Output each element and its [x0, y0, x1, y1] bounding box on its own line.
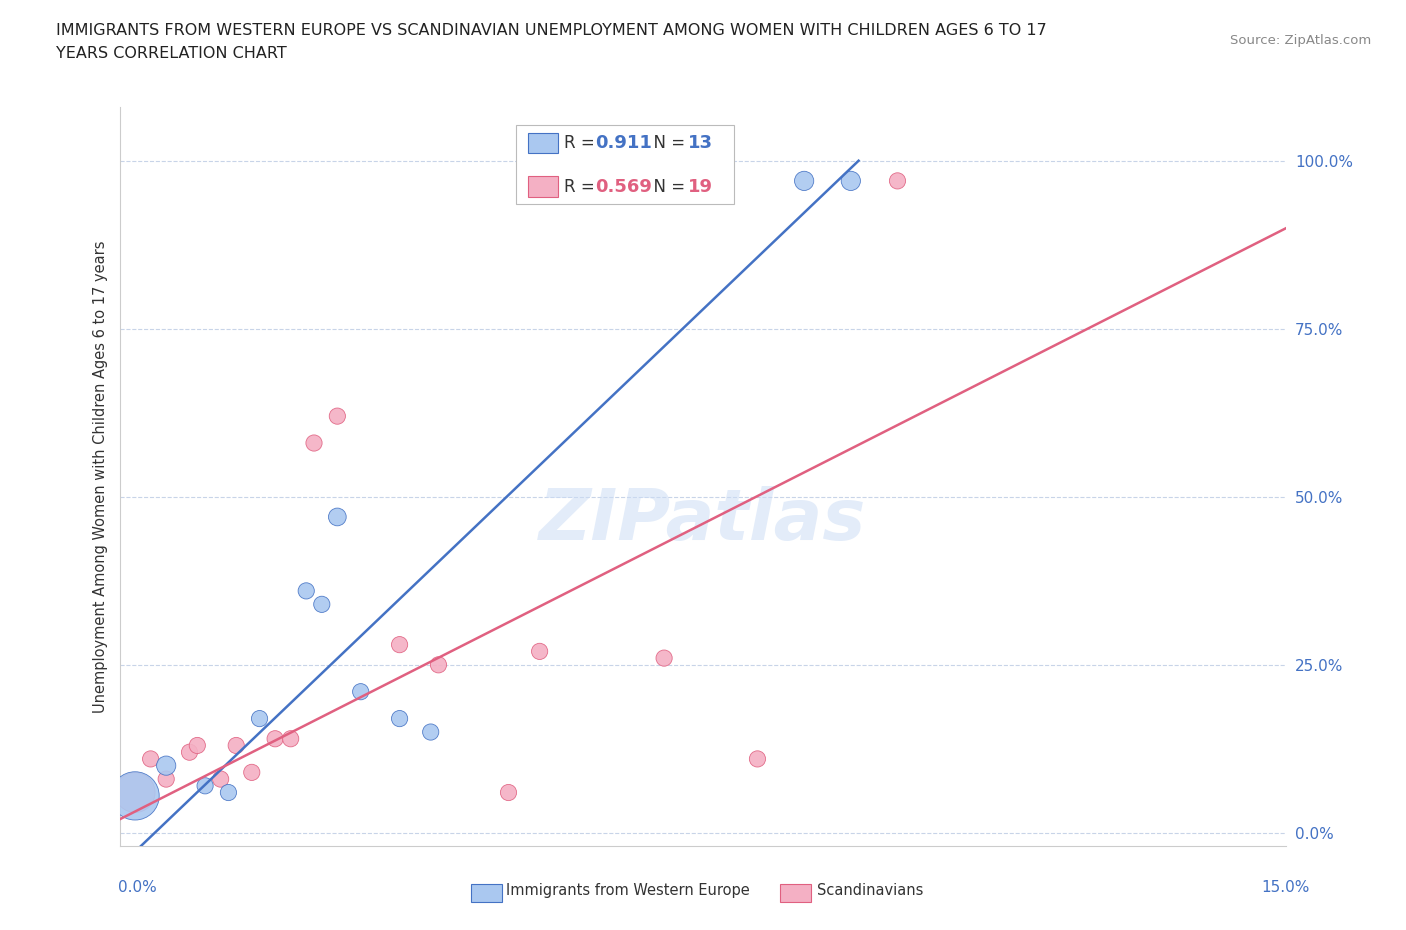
Point [886, 173, 908, 188]
Point [529, 644, 551, 658]
Point [124, 789, 146, 804]
Point [839, 173, 862, 188]
Text: 0.911: 0.911 [595, 134, 652, 153]
Point [124, 785, 146, 800]
Point [280, 731, 302, 746]
Point [155, 758, 177, 773]
Point [326, 510, 349, 525]
Point [652, 651, 675, 666]
Text: ZIPatlas: ZIPatlas [540, 486, 866, 555]
Text: 0.0%: 0.0% [118, 880, 157, 895]
Point [295, 583, 318, 598]
Text: N =: N = [643, 134, 690, 153]
Point [326, 408, 349, 423]
Text: N =: N = [643, 178, 690, 195]
Point [419, 724, 441, 739]
Text: R =: R = [564, 134, 600, 153]
Y-axis label: Unemployment Among Women with Children Ages 6 to 17 years: Unemployment Among Women with Children A… [93, 240, 108, 713]
Text: 13: 13 [688, 134, 713, 153]
Text: Scandinavians: Scandinavians [817, 884, 924, 898]
Point [793, 173, 815, 188]
Point [225, 738, 247, 753]
Point [155, 772, 177, 787]
Point [240, 764, 263, 779]
Point [139, 751, 162, 766]
Point [217, 785, 239, 800]
Text: R =: R = [564, 178, 600, 195]
Point [311, 597, 333, 612]
Point [388, 637, 411, 652]
Point [186, 738, 208, 753]
Text: 19: 19 [688, 178, 713, 195]
Text: 15.0%: 15.0% [1261, 880, 1310, 895]
Point [747, 751, 769, 766]
Text: Source: ZipAtlas.com: Source: ZipAtlas.com [1230, 34, 1371, 47]
Point [350, 684, 373, 699]
Point [179, 745, 201, 760]
Text: 0.569: 0.569 [595, 178, 652, 195]
Point [427, 658, 450, 672]
Point [388, 711, 411, 726]
Text: YEARS CORRELATION CHART: YEARS CORRELATION CHART [56, 46, 287, 61]
Point [249, 711, 271, 726]
Point [194, 778, 217, 793]
Point [302, 435, 325, 450]
Text: Immigrants from Western Europe: Immigrants from Western Europe [506, 884, 749, 898]
Point [498, 785, 520, 800]
Point [264, 731, 287, 746]
Point [209, 772, 232, 787]
Text: IMMIGRANTS FROM WESTERN EUROPE VS SCANDINAVIAN UNEMPLOYMENT AMONG WOMEN WITH CHI: IMMIGRANTS FROM WESTERN EUROPE VS SCANDI… [56, 23, 1047, 38]
